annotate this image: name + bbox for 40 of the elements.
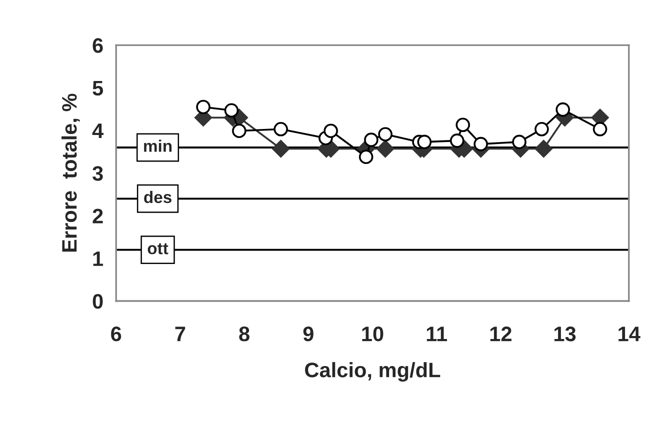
- x-tick-label: 7: [175, 326, 186, 342]
- point: [376, 140, 394, 158]
- point: [232, 124, 246, 138]
- point: [274, 122, 288, 136]
- y-tick-label: 1: [93, 252, 104, 266]
- point: [456, 118, 470, 132]
- x-tick-label: 10: [362, 326, 384, 342]
- point: [592, 122, 608, 136]
- point: [224, 103, 239, 118]
- y-tick-label: 5: [92, 81, 104, 96]
- point: [450, 134, 464, 148]
- ref-line-label: min: [144, 140, 172, 152]
- ref-line-label: des: [144, 190, 172, 204]
- point: [358, 150, 374, 164]
- point: [196, 100, 210, 114]
- x-axis-title: Calcio, mg/dL: [305, 362, 440, 382]
- x-tick-label: 14: [618, 326, 640, 342]
- point: [512, 134, 526, 150]
- x-tick-label: 13: [554, 326, 576, 342]
- point: [324, 124, 338, 138]
- point: [364, 132, 378, 147]
- x-tick-label: 9: [303, 326, 314, 342]
- x-tick-label: 6: [111, 326, 122, 342]
- x-tick-label: 11: [426, 326, 448, 342]
- point: [534, 140, 552, 158]
- ref-line-label: ott: [148, 243, 168, 254]
- y-tick-label: 6: [92, 38, 103, 53]
- point: [474, 136, 488, 152]
- y-tick-label: 4: [92, 124, 104, 138]
- y-axis-title: Errore totale, %: [61, 94, 80, 252]
- point: [272, 140, 290, 158]
- y-tick-label: 3: [92, 166, 103, 181]
- y-tick-label: 2: [92, 208, 103, 224]
- point: [417, 134, 432, 150]
- point: [534, 122, 549, 136]
- x-tick-label: 8: [239, 326, 250, 342]
- point: [556, 102, 570, 117]
- y-tick-label: 0: [92, 294, 103, 309]
- x-tick-label: 12: [490, 326, 512, 342]
- point: [378, 127, 392, 142]
